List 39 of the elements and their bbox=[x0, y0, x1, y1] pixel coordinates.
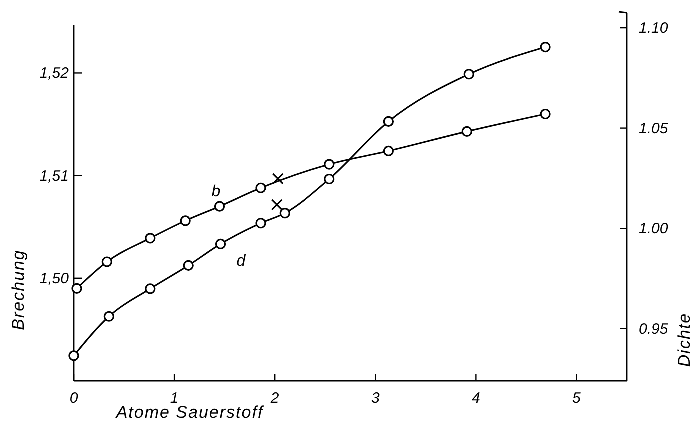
point bbox=[540, 42, 551, 53]
y-tick-label: 1,51 bbox=[40, 168, 69, 185]
point bbox=[215, 238, 226, 250]
x-tick-label: 0 bbox=[70, 390, 79, 407]
point bbox=[324, 159, 335, 170]
point bbox=[104, 311, 114, 322]
point bbox=[256, 182, 266, 194]
y-tick-label: 1,50 bbox=[40, 270, 70, 288]
point bbox=[272, 173, 284, 185]
point bbox=[183, 260, 194, 271]
series-label: d bbox=[236, 253, 247, 270]
point bbox=[72, 283, 82, 294]
point bbox=[324, 174, 335, 185]
y2-tick-label: 1.05 bbox=[639, 120, 669, 138]
x-tick-label: 2 bbox=[270, 390, 280, 407]
x-tick-label: 5 bbox=[572, 390, 582, 407]
y-axis-title: Brechung bbox=[9, 250, 28, 330]
point bbox=[280, 208, 290, 219]
point bbox=[271, 199, 283, 211]
point bbox=[180, 216, 191, 226]
y2-axis-title: Dichte bbox=[675, 312, 694, 368]
point bbox=[145, 233, 156, 244]
point bbox=[256, 218, 266, 229]
y2-tick-label: 1.10 bbox=[639, 20, 669, 38]
point bbox=[462, 126, 472, 137]
x-tick-label: 3 bbox=[371, 390, 380, 407]
point bbox=[214, 201, 226, 212]
point bbox=[145, 284, 156, 294]
point bbox=[383, 116, 394, 127]
y-tick-label: 1,52 bbox=[40, 65, 70, 82]
point bbox=[464, 69, 474, 80]
y2-tick-label: 0.95 bbox=[639, 320, 669, 338]
point bbox=[540, 108, 551, 120]
y2-tick-label: 1.00 bbox=[639, 220, 669, 238]
series-label: b bbox=[212, 184, 221, 201]
x-tick-label: 4 bbox=[472, 390, 480, 407]
point bbox=[102, 256, 112, 268]
point bbox=[68, 350, 80, 362]
point bbox=[383, 146, 394, 156]
